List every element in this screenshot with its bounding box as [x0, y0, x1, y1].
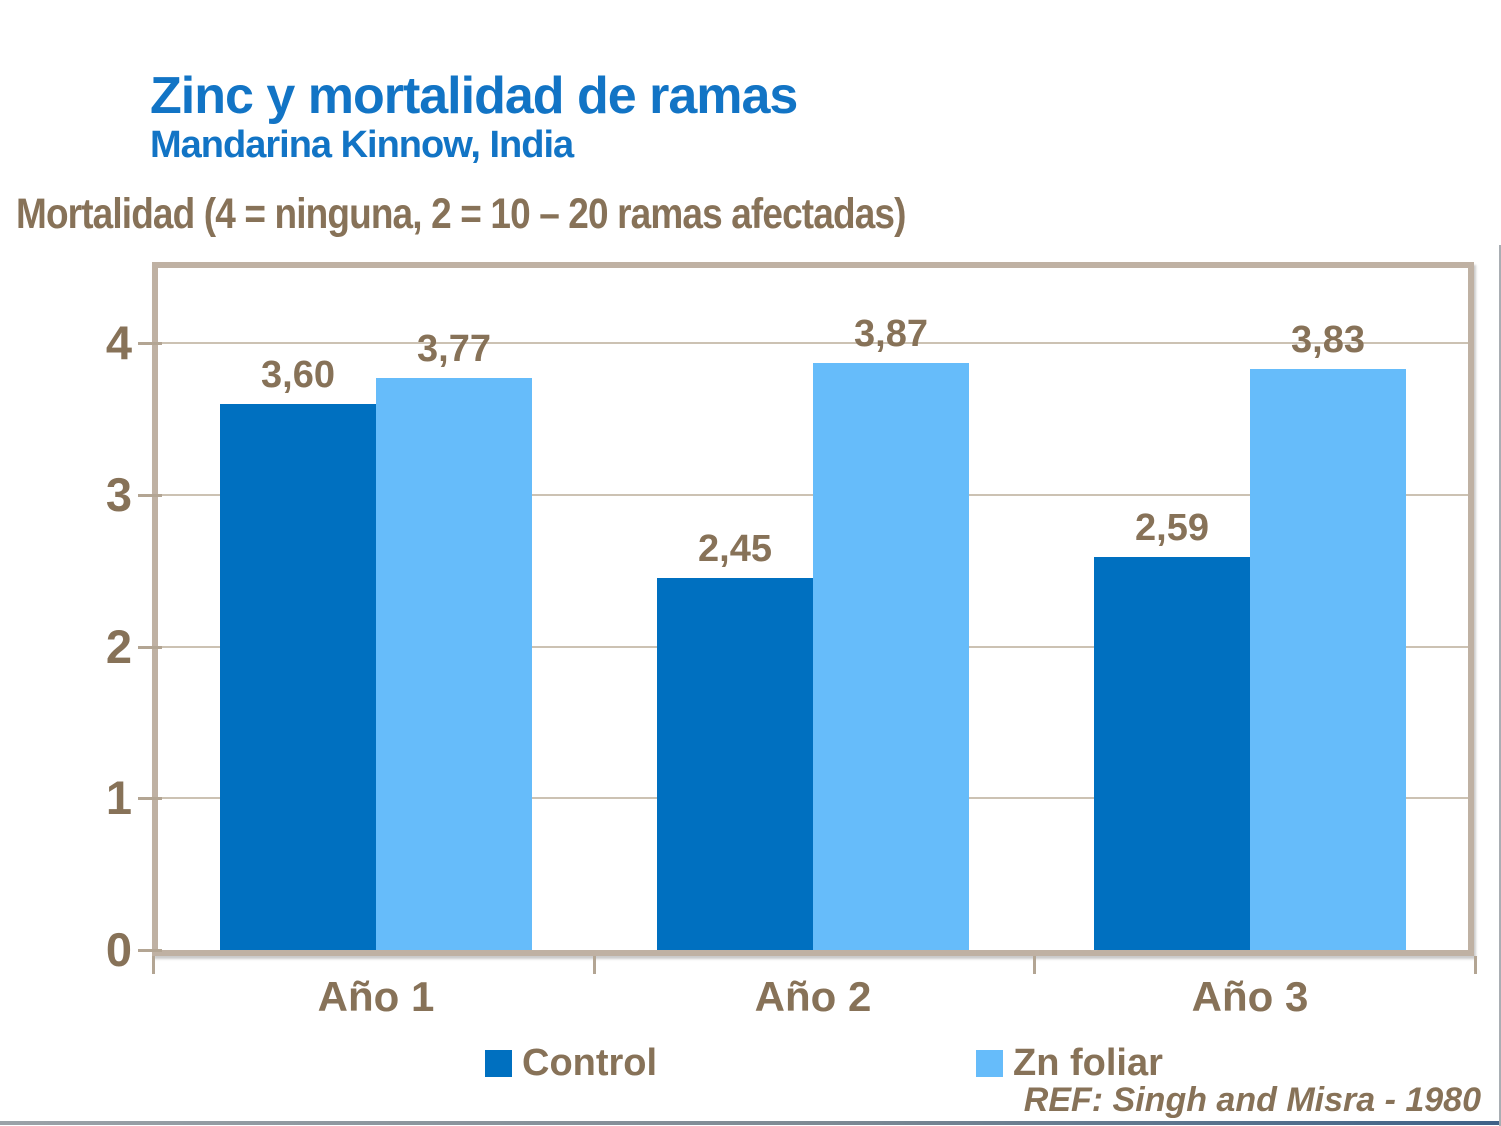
bar-control-1	[220, 404, 376, 950]
y-axis-tick-label: 0	[105, 923, 132, 976]
plot-area: 3,60 2,45 2,59 3,77 3,87 3,83	[152, 262, 1474, 956]
right-edge-divider	[1499, 245, 1501, 1126]
x-axis-tick	[152, 956, 155, 974]
legend-control-marker-icon	[485, 1049, 512, 1077]
category-label-2: Año 2	[754, 973, 872, 1020]
x-axis-tick	[1033, 956, 1036, 974]
bar-control-2	[657, 578, 813, 950]
gridline-y4	[158, 342, 1468, 344]
y-axis-tick	[138, 342, 162, 345]
reference-citation: REF: Singh and Misra - 1980	[1023, 1081, 1481, 1119]
y-axis-tick	[138, 494, 162, 497]
bar-value-label: 3,60	[261, 354, 335, 396]
y-axis-tick-label: 4	[105, 316, 132, 369]
bar-zn-foliar-1	[376, 378, 532, 950]
y-axis-tick	[138, 797, 162, 800]
bar-value-label: 3,87	[854, 313, 928, 355]
bar-value-label: 2,45	[698, 528, 772, 570]
y-axis-caption: Mortalidad (4 = ninguna, 2 = 10 – 20 ram…	[16, 190, 906, 238]
y-axis-tick-label: 2	[105, 620, 132, 673]
bar-zn-foliar-3	[1250, 369, 1406, 950]
category-label-3: Año 3	[1191, 973, 1309, 1020]
legend-zn-foliar-marker-icon	[976, 1049, 1003, 1077]
bar-zn-foliar-2	[813, 363, 969, 950]
y-axis-tick-label: 1	[105, 771, 132, 824]
x-axis-tick	[1474, 956, 1477, 974]
bar-value-label: 2,59	[1135, 507, 1209, 549]
page-subtitle: Mandarina Kinnow, India	[150, 124, 574, 166]
bar-value-label: 3,83	[1291, 319, 1365, 361]
y-axis-tick-label: 3	[105, 468, 132, 521]
x-axis-tick	[593, 956, 596, 974]
bottom-divider	[0, 1121, 1501, 1125]
legend-item-zn-foliar: Zn foliar	[976, 1040, 1163, 1086]
legend-control-label: Control	[522, 1042, 658, 1084]
bar-control-3	[1094, 557, 1250, 950]
legend-item-control: Control	[485, 1040, 657, 1086]
y-axis-tick	[138, 949, 162, 952]
legend-zn-foliar-label: Zn foliar	[1013, 1042, 1163, 1084]
y-axis-tick	[138, 646, 162, 649]
bar-value-label: 3,77	[417, 328, 491, 370]
category-label-1: Año 1	[317, 973, 435, 1020]
page-title: Zinc y mortalidad de ramas	[150, 67, 798, 125]
